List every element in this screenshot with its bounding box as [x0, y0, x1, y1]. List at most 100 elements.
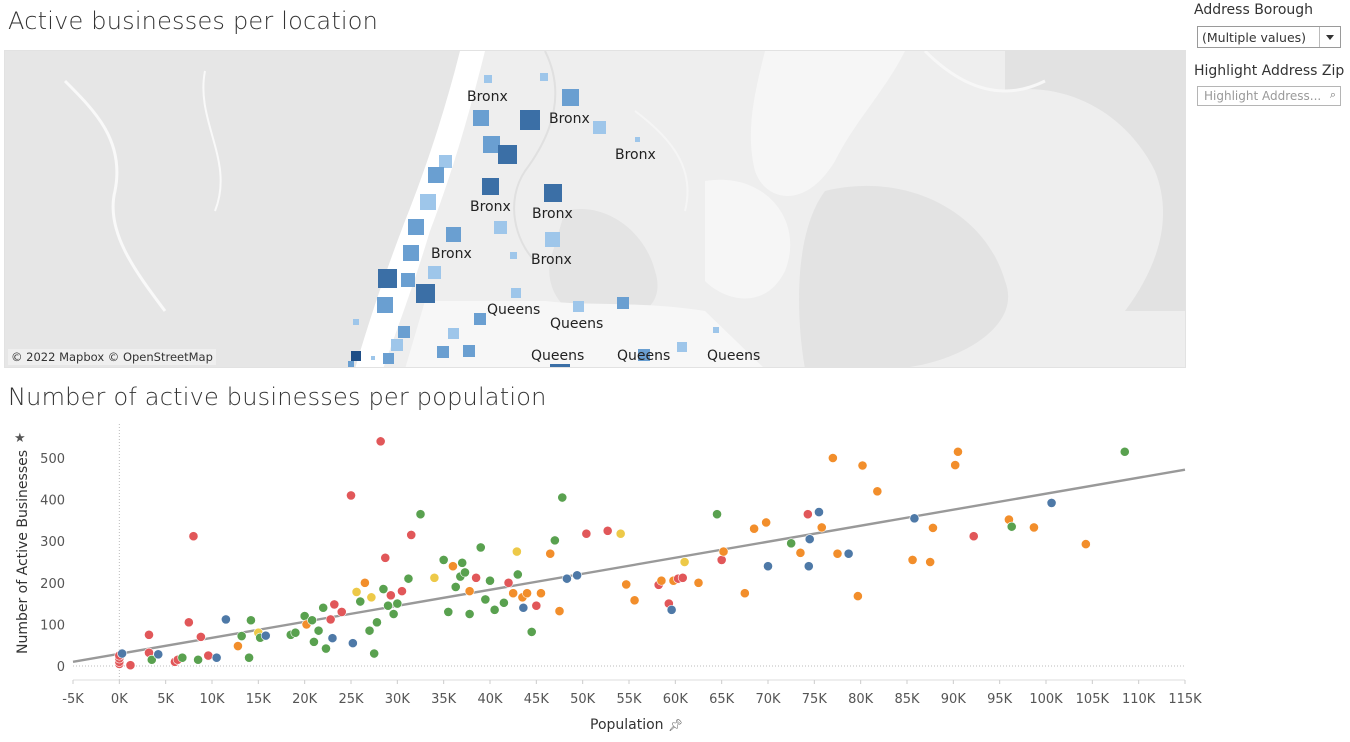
- data-point[interactable]: [545, 548, 556, 559]
- map-marker[interactable]: [550, 364, 570, 368]
- data-point[interactable]: [1006, 521, 1017, 532]
- map-marker[interactable]: [439, 155, 452, 168]
- data-point[interactable]: [739, 588, 750, 599]
- data-point[interactable]: [347, 638, 358, 649]
- data-point[interactable]: [621, 579, 632, 590]
- data-point[interactable]: [749, 523, 759, 534]
- data-point[interactable]: [146, 654, 157, 665]
- data-point[interactable]: [602, 525, 613, 536]
- data-point[interactable]: [117, 648, 128, 659]
- data-point[interactable]: [498, 597, 509, 608]
- map-marker[interactable]: [377, 297, 393, 313]
- map-marker[interactable]: [483, 136, 500, 153]
- data-point[interactable]: [359, 577, 370, 588]
- data-point[interactable]: [693, 577, 704, 588]
- data-point[interactable]: [526, 626, 537, 637]
- chevron-down-icon[interactable]: [1319, 27, 1340, 47]
- data-point[interactable]: [522, 588, 532, 599]
- data-point[interactable]: [372, 617, 382, 628]
- data-point[interactable]: [260, 630, 271, 641]
- map-marker[interactable]: [428, 167, 444, 183]
- data-point[interactable]: [125, 660, 136, 671]
- map-marker[interactable]: [494, 221, 507, 234]
- data-point[interactable]: [153, 649, 164, 660]
- data-point[interactable]: [329, 599, 340, 610]
- map-marker[interactable]: [391, 339, 403, 351]
- data-point[interactable]: [325, 614, 336, 625]
- map-marker[interactable]: [498, 145, 517, 164]
- data-point[interactable]: [832, 548, 843, 559]
- data-point[interactable]: [1119, 446, 1130, 457]
- data-point[interactable]: [321, 643, 331, 654]
- data-point[interactable]: [679, 557, 690, 567]
- data-point[interactable]: [313, 625, 324, 636]
- y-axis-title[interactable]: Number of Active Businesses: [15, 450, 31, 654]
- map-marker[interactable]: [573, 301, 584, 312]
- data-point[interactable]: [351, 587, 362, 597]
- map-panel[interactable]: Bronx Bronx Bronx Bronx Bronx Bronx Bron…: [4, 50, 1186, 368]
- map-marker[interactable]: [351, 351, 361, 361]
- zip-highlight-input[interactable]: Highlight Address... ⌕: [1197, 86, 1341, 106]
- data-point[interactable]: [1029, 522, 1039, 533]
- map-marker[interactable]: [353, 319, 359, 325]
- data-point[interactable]: [615, 528, 626, 539]
- map-marker[interactable]: [593, 121, 606, 134]
- data-point[interactable]: [857, 460, 868, 471]
- data-point[interactable]: [380, 552, 391, 563]
- data-point[interactable]: [843, 548, 854, 559]
- map-marker[interactable]: [416, 284, 435, 303]
- data-point[interactable]: [450, 582, 461, 592]
- data-point[interactable]: [177, 652, 188, 663]
- map-marker[interactable]: [545, 232, 560, 247]
- data-point[interactable]: [429, 572, 440, 583]
- map-marker[interactable]: [437, 346, 449, 358]
- data-point[interactable]: [907, 555, 918, 565]
- data-point[interactable]: [392, 598, 403, 609]
- data-point[interactable]: [518, 602, 529, 613]
- data-point[interactable]: [485, 575, 495, 586]
- data-point[interactable]: [193, 654, 203, 665]
- data-point[interactable]: [246, 615, 256, 626]
- data-point[interactable]: [804, 534, 815, 545]
- data-point[interactable]: [188, 531, 199, 542]
- data-point[interactable]: [480, 594, 491, 605]
- data-point[interactable]: [581, 528, 592, 539]
- data-point[interactable]: [403, 573, 414, 584]
- data-point[interactable]: [508, 588, 519, 599]
- data-point[interactable]: [536, 588, 546, 599]
- data-point[interactable]: [460, 567, 470, 578]
- map-marker[interactable]: [473, 110, 489, 126]
- data-point[interactable]: [503, 577, 514, 588]
- map-marker[interactable]: [520, 110, 540, 130]
- data-point[interactable]: [385, 590, 396, 601]
- data-point[interactable]: [211, 652, 222, 663]
- map-marker[interactable]: [677, 342, 687, 352]
- data-point[interactable]: [364, 625, 375, 636]
- data-point[interactable]: [572, 570, 583, 581]
- data-point[interactable]: [562, 573, 572, 584]
- x-axis-title[interactable]: Population: [590, 717, 664, 733]
- pin-icon[interactable]: 📌︎: [668, 718, 684, 732]
- pin-icon[interactable]: ★: [14, 431, 26, 446]
- data-point[interactable]: [761, 517, 772, 528]
- data-point[interactable]: [786, 538, 797, 549]
- data-point[interactable]: [464, 586, 475, 597]
- map-marker[interactable]: [511, 288, 521, 298]
- data-point[interactable]: [475, 542, 486, 553]
- map-marker[interactable]: [713, 327, 719, 333]
- data-point[interactable]: [355, 596, 366, 607]
- data-point[interactable]: [309, 636, 319, 647]
- data-point[interactable]: [557, 492, 568, 503]
- data-point[interactable]: [666, 604, 677, 615]
- data-point[interactable]: [236, 631, 247, 641]
- map-marker[interactable]: [510, 252, 517, 259]
- map-marker[interactable]: [638, 349, 650, 361]
- data-point[interactable]: [327, 633, 338, 644]
- data-point[interactable]: [464, 609, 475, 619]
- data-point[interactable]: [802, 509, 813, 520]
- map-marker[interactable]: [635, 137, 640, 142]
- map-marker[interactable]: [420, 194, 436, 210]
- map-marker[interactable]: [463, 345, 475, 357]
- data-point[interactable]: [928, 522, 938, 533]
- map-marker[interactable]: [378, 269, 397, 288]
